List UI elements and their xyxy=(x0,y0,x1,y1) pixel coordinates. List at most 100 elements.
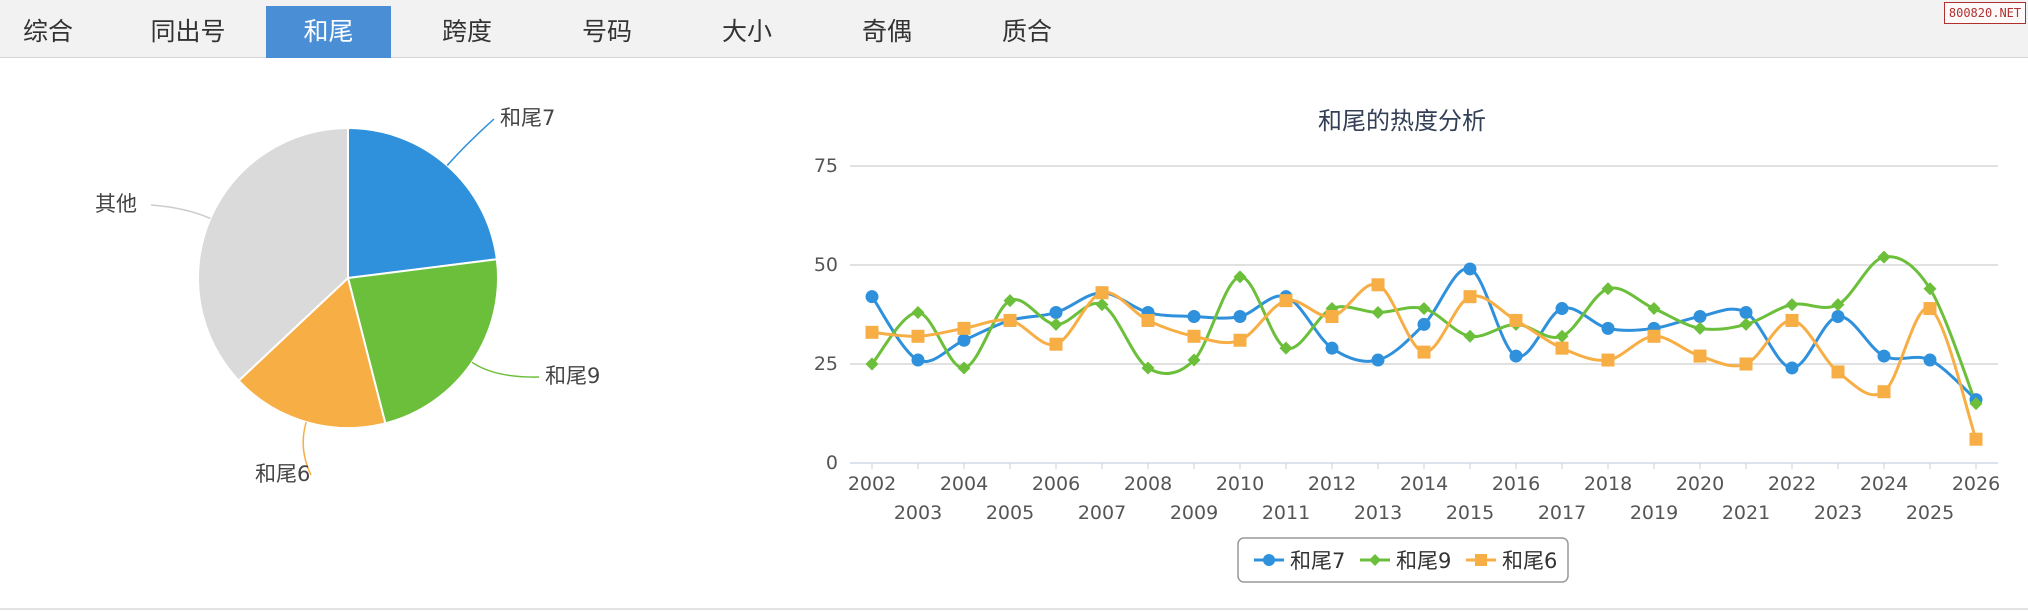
series-0-point-4[interactable] xyxy=(1049,306,1063,320)
x-tick-label-14: 2016 xyxy=(1492,473,1540,495)
series-2-point-6[interactable] xyxy=(1141,313,1155,327)
series-0-point-15[interactable] xyxy=(1555,302,1569,316)
series-2-point-14[interactable] xyxy=(1509,313,1523,327)
tab-tongchuhao[interactable]: 同出号 xyxy=(150,17,226,46)
series-0-point-8[interactable] xyxy=(1233,309,1247,323)
series-1-point-4[interactable] xyxy=(1049,317,1063,331)
series-2-point-10[interactable] xyxy=(1325,309,1339,323)
x-tick-label-12: 2014 xyxy=(1400,473,1448,495)
series-2-point-19[interactable] xyxy=(1739,357,1753,371)
pie-connector-1 xyxy=(471,361,540,378)
series-1-point-17[interactable] xyxy=(1647,302,1661,316)
series-line-2 xyxy=(871,282,1978,440)
series-2-point-11[interactable] xyxy=(1371,278,1385,292)
series-1-point-20[interactable] xyxy=(1785,298,1799,312)
tab-daxiao[interactable]: 大小 xyxy=(721,17,772,46)
series-1-point-21[interactable] xyxy=(1831,298,1845,312)
x-tick-label-9: 2011 xyxy=(1262,502,1310,524)
series-1-point-6[interactable] xyxy=(1141,361,1155,375)
tab-kuadu[interactable]: 跨度 xyxy=(441,17,492,46)
series-1-point-16[interactable] xyxy=(1601,282,1615,296)
series-2-point-23[interactable] xyxy=(1923,302,1937,316)
pie-slice-1[interactable] xyxy=(346,258,499,425)
series-1-point-19[interactable] xyxy=(1739,317,1753,331)
series-2-point-13[interactable] xyxy=(1463,290,1477,304)
y-tick-label-3: 75 xyxy=(814,155,838,177)
legend-item-2[interactable]: 和尾6 xyxy=(1502,549,1557,573)
series-1-point-22[interactable] xyxy=(1877,250,1891,264)
series-0-point-23[interactable] xyxy=(1923,353,1937,367)
series-2-point-22[interactable] xyxy=(1877,385,1891,399)
legend-item-1[interactable]: 和尾9 xyxy=(1396,549,1451,573)
legend-item-0[interactable]: 和尾7 xyxy=(1290,549,1345,573)
series-1-point-23[interactable] xyxy=(1923,282,1937,296)
series-2-point-8[interactable] xyxy=(1233,333,1247,347)
pie-chart: 和尾7 和尾9 和尾6 其他 xyxy=(95,106,600,486)
tab-zonghe[interactable]: 综合 xyxy=(22,17,73,46)
x-tick-label-18: 2020 xyxy=(1676,473,1724,495)
pie-slice-0[interactable] xyxy=(347,126,498,280)
series-0-point-14[interactable] xyxy=(1509,349,1523,363)
series-2-point-5[interactable] xyxy=(1095,286,1109,300)
series-2-point-16[interactable] xyxy=(1601,353,1615,367)
bottom-divider xyxy=(0,608,2028,610)
series-0-point-19[interactable] xyxy=(1739,306,1753,320)
series-0-point-12[interactable] xyxy=(1417,317,1431,331)
series-1-point-12[interactable] xyxy=(1417,302,1431,316)
series-0-point-18[interactable] xyxy=(1693,309,1707,323)
pie-slice-2[interactable] xyxy=(237,276,387,429)
series-1-point-13[interactable] xyxy=(1463,329,1477,343)
series-2-point-15[interactable] xyxy=(1555,341,1569,355)
series-1-point-18[interactable] xyxy=(1693,321,1707,335)
series-1-point-8[interactable] xyxy=(1233,270,1247,284)
series-0-point-20[interactable] xyxy=(1785,361,1799,375)
series-2-point-21[interactable] xyxy=(1831,365,1845,379)
series-2-point-1[interactable] xyxy=(911,329,925,343)
x-tick-label-0: 2002 xyxy=(848,473,896,495)
series-2-point-0[interactable] xyxy=(865,325,879,339)
series-2-point-18[interactable] xyxy=(1693,349,1707,363)
series-0-point-21[interactable] xyxy=(1831,309,1845,323)
y-tick-label-0: 0 xyxy=(826,452,838,474)
legend-marker-2[interactable] xyxy=(1475,554,1487,566)
series-1-point-15[interactable] xyxy=(1555,329,1569,343)
tab-haoma[interactable]: 号码 xyxy=(581,17,632,46)
series-2-point-9[interactable] xyxy=(1279,294,1293,308)
legend-marker-1[interactable] xyxy=(1369,554,1381,566)
series-0-point-11[interactable] xyxy=(1371,353,1385,367)
series-2-point-24[interactable] xyxy=(1969,432,1983,446)
series-0-point-13[interactable] xyxy=(1463,262,1477,276)
x-tick-label-13: 2015 xyxy=(1446,502,1494,524)
series-1-point-2[interactable] xyxy=(957,361,971,375)
series-2-point-17[interactable] xyxy=(1647,329,1661,343)
series-2-point-7[interactable] xyxy=(1187,329,1201,343)
series-1-point-24[interactable] xyxy=(1969,397,1983,411)
series-0-point-22[interactable] xyxy=(1877,349,1891,363)
series-1-point-9[interactable] xyxy=(1279,341,1293,355)
tab-jiou[interactable]: 奇偶 xyxy=(861,17,912,46)
x-tick-label-6: 2008 xyxy=(1124,473,1172,495)
series-2-point-3[interactable] xyxy=(1003,313,1017,327)
line-chart: 和尾的热度分析 0 25 50 75 2002 2003 2004 2005 2006 2007 2… xyxy=(814,107,2000,583)
y-tick-label-2: 50 xyxy=(814,254,838,276)
series-0-point-0[interactable] xyxy=(865,290,879,304)
series-2-point-4[interactable] xyxy=(1049,337,1063,351)
series-1-point-11[interactable] xyxy=(1371,306,1385,320)
series-0-point-1[interactable] xyxy=(911,353,925,367)
series-1-point-3[interactable] xyxy=(1003,294,1017,308)
legend-marker-0[interactable] xyxy=(1263,554,1275,566)
series-1-point-5[interactable] xyxy=(1095,298,1109,312)
pie-slice-3[interactable] xyxy=(197,126,349,383)
series-2-point-20[interactable] xyxy=(1785,313,1799,327)
tab-zhihe[interactable]: 质合 xyxy=(1001,17,1052,46)
series-0-point-10[interactable] xyxy=(1325,341,1339,355)
series-0-point-16[interactable] xyxy=(1601,321,1615,335)
tab-hewei[interactable]: 和尾 xyxy=(266,6,391,58)
series-1-point-0[interactable] xyxy=(865,357,879,371)
series-0-point-2[interactable] xyxy=(957,333,971,347)
series-2-point-12[interactable] xyxy=(1417,345,1431,359)
series-1-point-1[interactable] xyxy=(911,306,925,320)
series-1-point-7[interactable] xyxy=(1187,353,1201,367)
series-0-point-7[interactable] xyxy=(1187,309,1201,323)
series-2-point-2[interactable] xyxy=(957,321,971,335)
